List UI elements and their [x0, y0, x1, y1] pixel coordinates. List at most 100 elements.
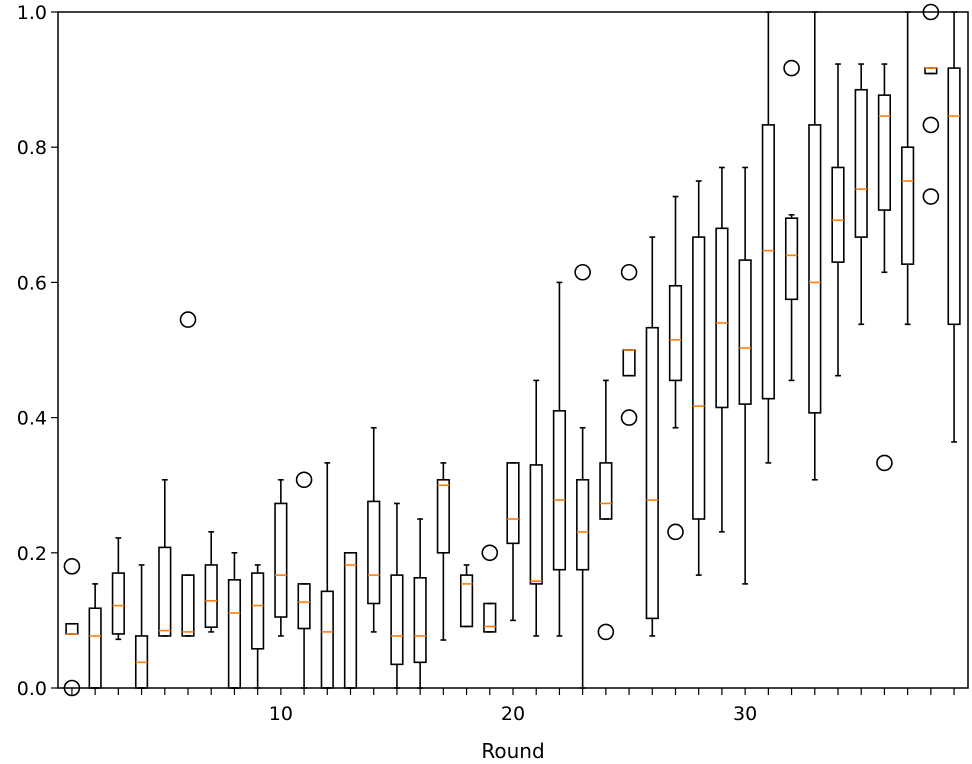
y-tick-label: 0.6 — [17, 272, 47, 294]
box-iqr — [158, 546, 172, 637]
flier-point — [667, 523, 684, 541]
box-round-27 — [667, 195, 684, 541]
box-round-10 — [274, 478, 288, 637]
box-round-32 — [783, 59, 800, 382]
box-iqr — [761, 124, 775, 400]
box-round-18 — [459, 564, 474, 628]
box-round-35 — [854, 63, 868, 326]
box-round-17 — [436, 462, 450, 641]
box-round-9 — [251, 564, 265, 689]
box-round-15 — [390, 502, 404, 689]
x-axis: 10 20 30 — [71, 688, 955, 725]
box-round-22 — [552, 281, 567, 637]
flier-point — [620, 409, 638, 426]
x-tick-label: 10 — [269, 703, 293, 725]
y-tick-label: 0.4 — [17, 408, 47, 430]
box-iqr — [784, 217, 799, 301]
box-iqr — [181, 574, 195, 637]
box-round-5 — [158, 478, 172, 637]
flier-point — [876, 454, 893, 472]
box-iqr — [947, 67, 961, 326]
y-tick-label: 0.2 — [17, 543, 47, 565]
box-round-3 — [111, 537, 125, 641]
box-iqr — [692, 236, 706, 520]
box-round-37 — [901, 11, 915, 326]
box-iqr — [320, 590, 334, 689]
flier-point — [922, 188, 940, 205]
flier-point — [574, 263, 591, 281]
box-iqr — [599, 462, 613, 520]
box-round-21 — [529, 379, 543, 637]
x-tick-label: 30 — [733, 703, 757, 725]
box-round-28 — [692, 180, 706, 576]
box-iqr — [576, 478, 590, 571]
box-iqr — [877, 94, 892, 211]
x-axis-label: Round — [481, 739, 544, 763]
x-tick-label: 20 — [501, 703, 525, 725]
box-round-12 — [320, 462, 334, 689]
box-iqr — [413, 577, 427, 664]
box-iqr — [668, 284, 683, 382]
box-round-19 — [481, 544, 499, 633]
box-round-2 — [88, 583, 102, 689]
box-iqr — [88, 607, 102, 689]
box-iqr — [65, 622, 79, 635]
box-iqr — [831, 166, 845, 263]
box-iqr — [390, 574, 404, 666]
box-iqr — [227, 579, 242, 689]
box-round-7 — [204, 531, 218, 633]
flier-point — [179, 311, 197, 328]
box-round-6 — [179, 311, 197, 637]
box-iqr — [506, 462, 520, 545]
box-round-36 — [876, 63, 893, 472]
box-iqr — [924, 67, 938, 75]
box-round-30 — [738, 166, 752, 585]
boxes-layer — [63, 3, 961, 697]
box-round-16 — [413, 518, 427, 689]
flier-point — [481, 544, 499, 562]
box-iqr — [738, 259, 752, 405]
box-round-1 — [63, 558, 81, 697]
box-round-25 — [620, 263, 638, 426]
box-round-34 — [831, 63, 845, 377]
flier-point — [63, 558, 81, 575]
box-iqr — [367, 500, 381, 605]
box-iqr — [297, 583, 311, 630]
box-iqr — [645, 326, 659, 620]
box-iqr — [483, 602, 497, 633]
y-tick-label: 1.0 — [17, 2, 47, 24]
flier-point — [620, 263, 638, 281]
box-iqr — [622, 349, 636, 377]
flier-point — [922, 116, 940, 134]
box-iqr — [274, 502, 288, 618]
box-round-11 — [295, 471, 313, 689]
box-round-33 — [808, 11, 822, 481]
box-round-24 — [597, 379, 615, 641]
box-iqr — [715, 227, 729, 409]
box-round-20 — [506, 462, 520, 622]
box-iqr — [436, 478, 450, 554]
box-iqr — [343, 551, 358, 689]
box-round-14 — [367, 426, 381, 633]
box-round-26 — [645, 236, 659, 637]
y-axis: 0.0 0.2 0.4 0.6 0.8 1.0 — [17, 2, 58, 700]
flier-point — [295, 471, 313, 489]
box-iqr — [529, 464, 543, 585]
box-iqr — [901, 146, 915, 265]
box-iqr — [808, 124, 822, 414]
flier-point — [597, 623, 615, 641]
box-iqr — [552, 410, 567, 571]
box-iqr — [459, 574, 474, 628]
box-round-13 — [343, 551, 358, 689]
box-round-39 — [947, 11, 961, 443]
box-round-38 — [922, 3, 940, 205]
flier-point — [783, 59, 800, 77]
box-round-29 — [715, 166, 729, 533]
box-round-4 — [134, 564, 149, 689]
y-tick-label: 0.0 — [17, 678, 47, 700]
y-tick-label: 0.8 — [17, 137, 47, 159]
box-iqr — [854, 88, 868, 238]
box-iqr — [251, 572, 265, 650]
box-round-31 — [761, 11, 775, 464]
